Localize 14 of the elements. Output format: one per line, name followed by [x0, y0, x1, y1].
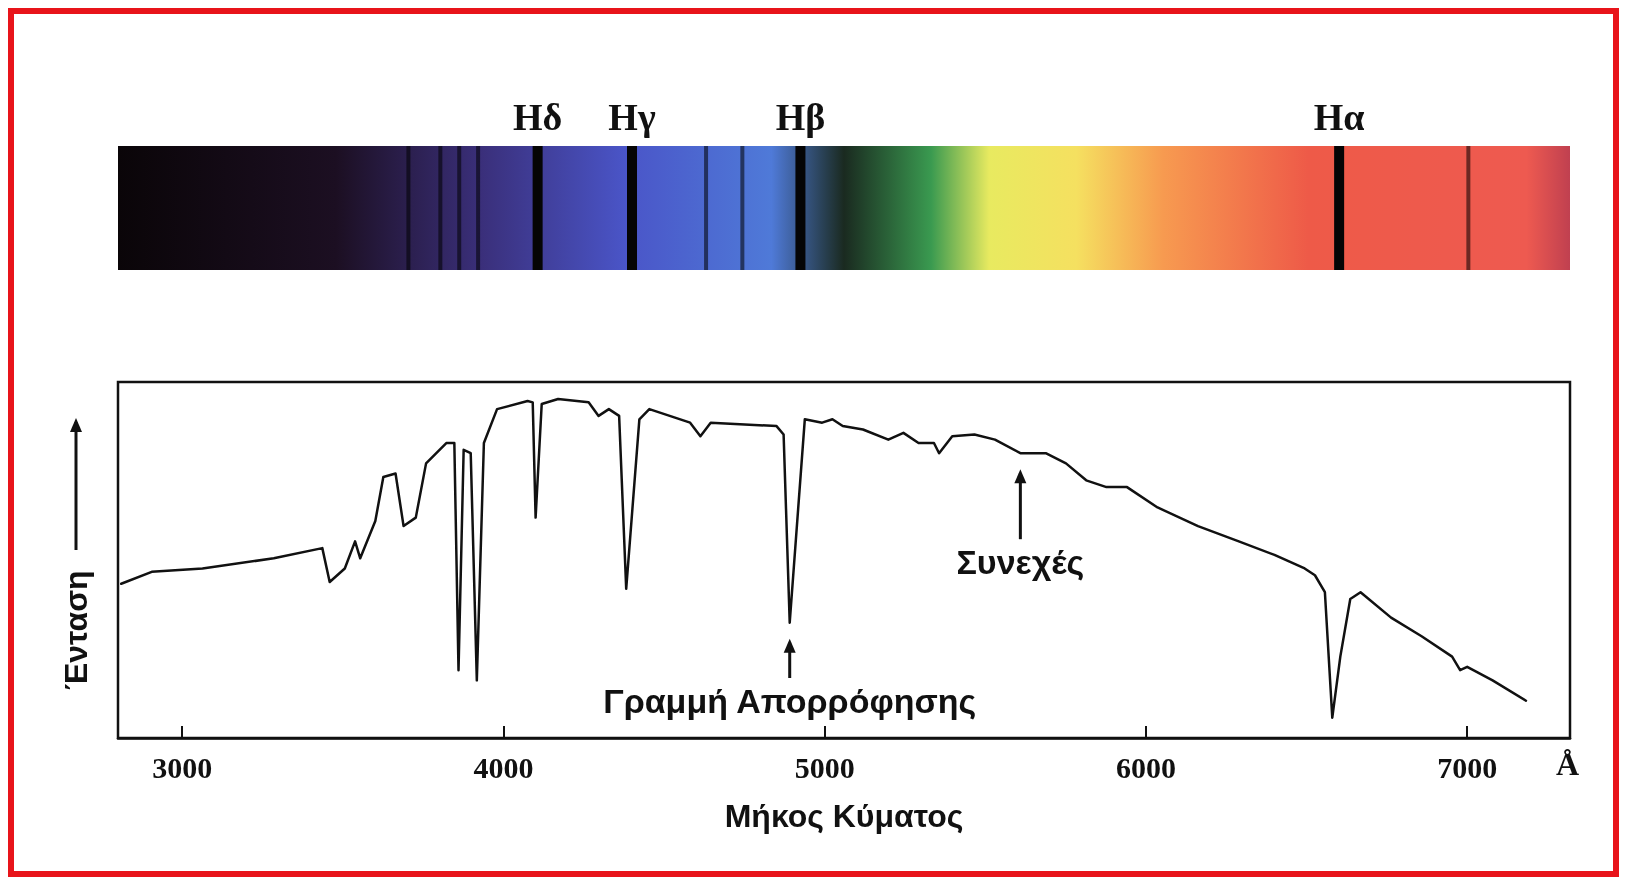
text: Hγ: [608, 96, 656, 138]
x-tick-label: 5000: [794, 750, 855, 784]
y-axis-title: Ένταση: [58, 570, 94, 690]
text: Å: [1556, 746, 1580, 782]
annotation: Συνεχές: [956, 543, 1085, 582]
annotation: Γραμμή Απορρόφησης: [603, 682, 977, 720]
x-tick-label: 6000: [1115, 750, 1176, 784]
text: Hα: [1313, 96, 1365, 138]
x-tick-label: 4000: [473, 750, 534, 784]
text: Hβ: [775, 96, 826, 138]
text: Hδ: [512, 96, 563, 138]
x-axis-title: Μήκος Κύματος: [724, 798, 964, 834]
x-tick-label: 3000: [152, 750, 213, 784]
x-tick-label: 7000: [1437, 750, 1498, 784]
